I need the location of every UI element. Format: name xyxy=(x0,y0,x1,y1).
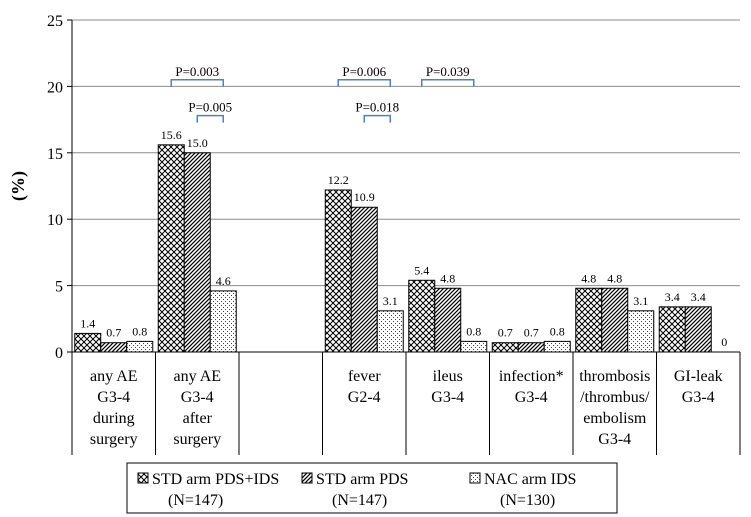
data-label: 10.9 xyxy=(354,190,375,204)
y-tick-label: 0 xyxy=(55,345,63,362)
x-category-label: G3-4 xyxy=(181,389,214,406)
data-label: 3.1 xyxy=(633,294,648,308)
data-label: 4.6 xyxy=(216,274,231,288)
y-tick-label: 5 xyxy=(55,279,63,296)
data-label: 4.8 xyxy=(607,271,622,285)
legend-swatch xyxy=(137,472,149,484)
significance-bracket xyxy=(421,79,475,87)
bar xyxy=(324,189,352,353)
data-label: 1.4 xyxy=(80,316,95,330)
x-category-label: embolism xyxy=(583,410,647,427)
significance-bracket xyxy=(363,114,391,123)
data-label: 15.6 xyxy=(161,128,182,142)
bar xyxy=(376,310,404,353)
y-tick-label: 20 xyxy=(47,79,63,96)
x-category-label: during xyxy=(93,410,135,427)
bar xyxy=(100,342,128,353)
legend-label: STD arm PDS xyxy=(316,471,408,488)
x-category-label: thrombosis xyxy=(579,368,650,385)
bar xyxy=(209,290,237,353)
data-label: 5.4 xyxy=(414,263,429,277)
data-label: 0.7 xyxy=(524,326,539,340)
p-value-label: P=0.006 xyxy=(342,64,386,79)
bars-layer xyxy=(74,144,712,353)
y-tick-label: 10 xyxy=(47,212,63,229)
bar xyxy=(350,206,378,353)
x-category-label: fever xyxy=(348,368,382,385)
x-category-label: any AE xyxy=(90,368,138,385)
bar xyxy=(601,287,629,353)
x-category-label: G3-4 xyxy=(97,389,130,406)
data-label: 0.8 xyxy=(466,324,481,338)
bar xyxy=(434,287,462,353)
bar xyxy=(126,340,154,353)
bar xyxy=(157,144,185,353)
bar xyxy=(658,306,686,353)
p-value-label: P=0.003 xyxy=(175,64,219,79)
data-label: 0.8 xyxy=(550,324,565,338)
data-label: 4.8 xyxy=(440,271,455,285)
significance-bracket xyxy=(170,79,224,87)
x-category-label: G3-4 xyxy=(431,389,464,406)
legend-label: NAC arm IDS xyxy=(484,471,576,488)
data-label: 0.7 xyxy=(498,326,513,340)
data-label: 12.2 xyxy=(328,173,349,187)
significance-bracket xyxy=(337,79,391,87)
p-value-label: P=0.005 xyxy=(188,100,232,115)
labels-layer: 1.4 15.6 12.2 5.4 0.7 4.8 3.4 0.7 15.0 10.9 4.8 0.7… xyxy=(80,128,727,349)
x-category-label: after xyxy=(183,410,213,427)
x-category-label: infection* xyxy=(499,368,564,385)
bar xyxy=(74,332,102,353)
legend-swatch xyxy=(301,472,313,484)
data-label: 15.0 xyxy=(187,136,208,150)
legend-box xyxy=(126,462,618,514)
x-category-label: G3-4 xyxy=(598,431,631,448)
legend-swatch xyxy=(469,472,481,484)
p-value-label: P=0.039 xyxy=(426,64,470,79)
bar xyxy=(575,287,603,353)
data-label: 0.7 xyxy=(106,326,121,340)
bar xyxy=(491,342,519,353)
x-category-label: surgery xyxy=(173,431,221,448)
x-category-label: G2-4 xyxy=(348,389,381,406)
bar xyxy=(627,310,655,353)
data-label: 4.8 xyxy=(581,271,596,285)
legend: STD arm PDS+IDS (N=147) STD arm PDS (N=147)… xyxy=(126,462,618,514)
x-category-label: /thrombus/ xyxy=(580,389,650,406)
data-label: 0 xyxy=(721,335,727,349)
x-category-label: G3-4 xyxy=(682,389,715,406)
data-label: 0.8 xyxy=(132,324,147,338)
legend-n-label: (N=147) xyxy=(168,492,223,509)
axis-layer: 0 5 10 15 20 25 (%) any AE G3-4 during surgery any … xyxy=(8,13,741,455)
y-tick-label: 15 xyxy=(47,146,63,163)
bar xyxy=(183,152,211,353)
legend-label: STD arm PDS+IDS xyxy=(152,471,279,488)
bar xyxy=(684,306,712,353)
bar xyxy=(408,279,436,353)
annotations-layer: P=0.003 P=0.005 P=0.006 P=0.018 P=0.039 xyxy=(170,64,475,123)
bar xyxy=(517,342,545,353)
data-label: 3.4 xyxy=(691,290,706,304)
significance-bracket xyxy=(196,114,224,123)
x-category-label: surgery xyxy=(90,431,138,448)
x-category-label: ileus xyxy=(433,368,463,385)
data-label: 3.1 xyxy=(383,294,398,308)
p-value-label: P=0.018 xyxy=(355,100,399,115)
y-axis-label: (%) xyxy=(8,171,29,201)
x-category-label: GI-leak xyxy=(674,368,723,385)
data-label: 3.4 xyxy=(665,290,680,304)
legend-n-label: (N=147) xyxy=(332,492,387,509)
y-tick-label: 25 xyxy=(47,13,63,30)
bar xyxy=(543,340,571,353)
bar xyxy=(460,340,488,353)
x-category-label: G3-4 xyxy=(515,389,548,406)
x-category-label: any AE xyxy=(173,368,221,385)
legend-n-label: (N=130) xyxy=(500,492,555,509)
